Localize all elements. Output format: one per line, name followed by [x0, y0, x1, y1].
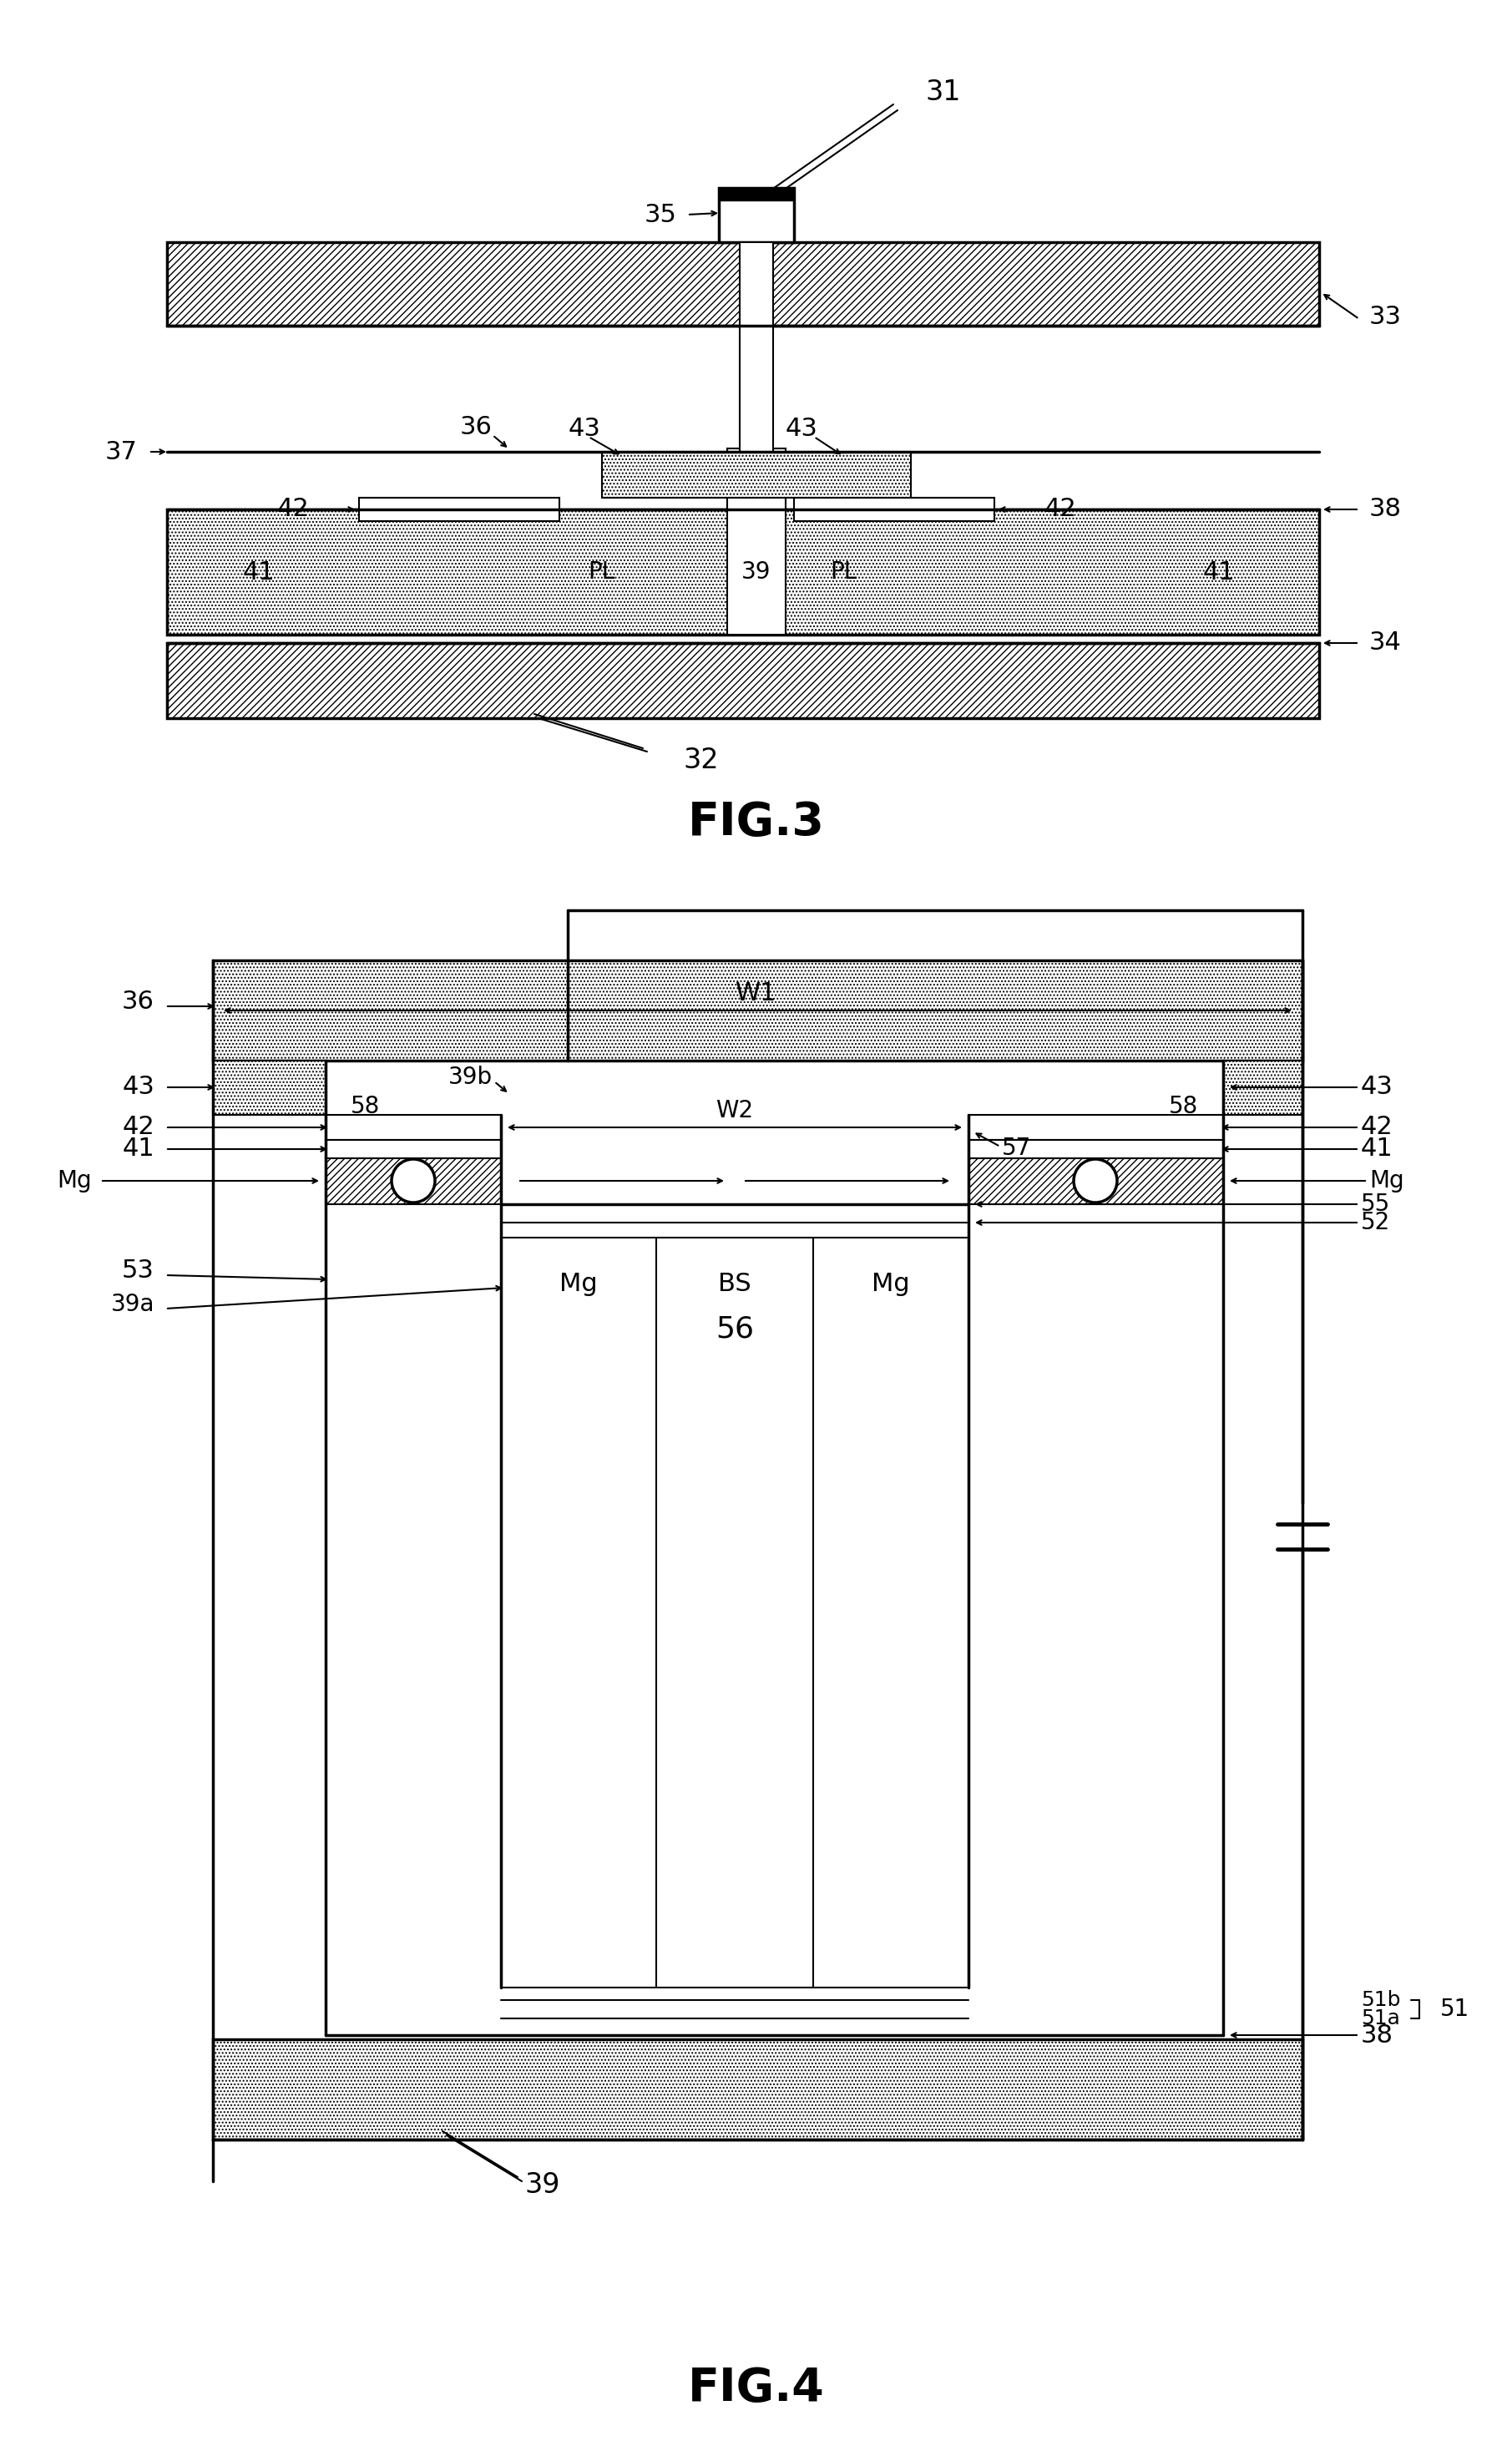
Text: N: N: [407, 1179, 420, 1196]
Text: 55: 55: [1361, 1194, 1391, 1216]
Text: W2: W2: [715, 1098, 753, 1123]
Text: 39a: 39a: [110, 1294, 154, 1316]
Bar: [213, 961, 1302, 1062]
Text: 51: 51: [1441, 1998, 1470, 2020]
Text: 51a: 51a: [1361, 2008, 1400, 2028]
Text: FIG.3: FIG.3: [688, 800, 826, 846]
Bar: [794, 497, 995, 521]
Text: 39: 39: [741, 560, 771, 585]
Text: 57: 57: [1002, 1137, 1031, 1159]
Bar: [325, 1115, 500, 1140]
Text: Mg: Mg: [872, 1272, 910, 1296]
Text: 35: 35: [644, 203, 677, 227]
Text: N: N: [407, 1167, 420, 1184]
Text: 39: 39: [525, 2172, 561, 2199]
Bar: [602, 453, 910, 497]
Text: 43: 43: [785, 416, 818, 440]
Text: Mg: Mg: [57, 1169, 92, 1194]
Bar: [325, 1140, 500, 1159]
Text: S: S: [1090, 1167, 1101, 1184]
Circle shape: [392, 1159, 435, 1203]
Bar: [358, 497, 559, 521]
Text: W1: W1: [736, 981, 777, 1005]
Bar: [969, 1159, 1223, 1203]
Bar: [166, 643, 1318, 719]
Text: 41: 41: [1202, 560, 1235, 585]
Text: 56: 56: [715, 1316, 754, 1343]
Text: 32: 32: [683, 746, 720, 773]
Text: FIG.4: FIG.4: [688, 2365, 824, 2412]
Bar: [1223, 1062, 1302, 1115]
Bar: [969, 1140, 1223, 1159]
Text: 58: 58: [1169, 1096, 1198, 1118]
Text: 38: 38: [1361, 2023, 1394, 2047]
Text: 53: 53: [122, 1260, 154, 1284]
Text: 41: 41: [1361, 1137, 1393, 1162]
Text: 33: 33: [1370, 306, 1402, 330]
Text: PL: PL: [830, 560, 857, 585]
Text: S: S: [1090, 1179, 1101, 1196]
Text: 51b: 51b: [1361, 1991, 1400, 2011]
Bar: [718, 188, 794, 201]
Text: 41: 41: [122, 1137, 154, 1162]
Bar: [739, 242, 773, 453]
Text: 43: 43: [1361, 1076, 1394, 1098]
Text: 31: 31: [925, 78, 962, 105]
Text: 42: 42: [122, 1115, 154, 1140]
Text: PL: PL: [588, 560, 614, 585]
Text: 38: 38: [1370, 497, 1402, 521]
Bar: [166, 242, 1318, 325]
Bar: [718, 188, 794, 242]
Text: 42: 42: [1045, 497, 1077, 521]
Bar: [213, 2040, 1302, 2140]
Text: 36: 36: [460, 416, 491, 438]
Bar: [325, 1159, 500, 1203]
Bar: [500, 1238, 969, 1989]
Bar: [213, 1062, 325, 1115]
Text: 39b: 39b: [448, 1066, 493, 1088]
Text: 43: 43: [569, 416, 600, 440]
Text: 36: 36: [122, 991, 154, 1015]
Text: 34: 34: [1370, 631, 1402, 656]
Text: 58: 58: [351, 1096, 380, 1118]
Text: 52: 52: [1361, 1211, 1391, 1235]
Text: 41: 41: [242, 560, 275, 585]
Text: BS: BS: [718, 1272, 751, 1296]
Text: 37: 37: [106, 440, 138, 465]
Bar: [969, 1115, 1223, 1140]
Text: Mg: Mg: [559, 1272, 597, 1296]
Text: 43: 43: [122, 1076, 154, 1098]
Text: Mg: Mg: [1370, 1169, 1405, 1194]
Text: 42: 42: [277, 497, 308, 521]
Text: 42: 42: [1361, 1115, 1393, 1140]
Bar: [727, 448, 786, 634]
Circle shape: [1074, 1159, 1117, 1203]
Bar: [166, 509, 1318, 634]
